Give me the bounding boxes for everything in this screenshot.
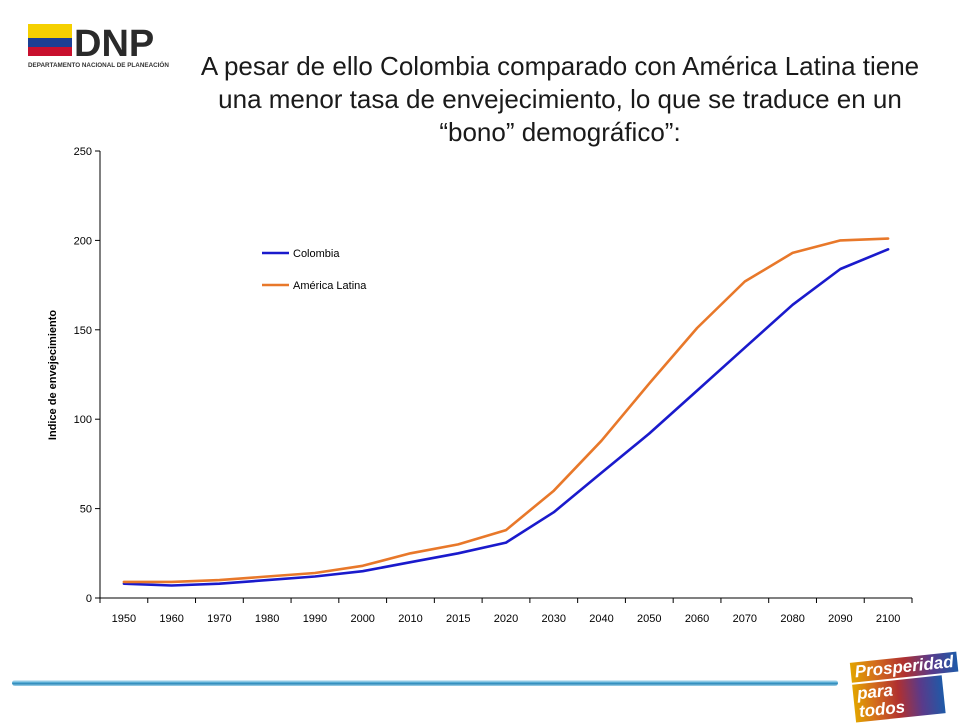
- data-point: [839, 239, 842, 242]
- y-tick-label: 250: [74, 146, 92, 158]
- footer-divider: [12, 680, 838, 686]
- data-point: [648, 382, 651, 385]
- data-point: [361, 564, 364, 567]
- data-point: [887, 248, 890, 251]
- data-point: [839, 268, 842, 270]
- x-tick-label: 2060: [685, 613, 709, 625]
- data-point: [696, 327, 698, 329]
- logo-text: DNP: [74, 23, 154, 65]
- data-point: [409, 552, 412, 555]
- x-tick-label: 2030: [542, 613, 566, 625]
- x-tick-label: 2020: [494, 613, 518, 625]
- data-point: [552, 489, 555, 492]
- data-point: [743, 346, 746, 349]
- x-tick-label: 2000: [350, 613, 374, 625]
- data-point: [218, 582, 221, 585]
- data-point: [314, 572, 316, 574]
- y-tick-label: 150: [74, 325, 92, 337]
- x-tick-label: 1980: [255, 613, 279, 625]
- y-tick-label: 100: [74, 414, 92, 426]
- x-tick-label: 2040: [589, 613, 613, 625]
- data-point: [409, 561, 412, 564]
- data-point: [218, 579, 221, 582]
- data-point: [457, 552, 460, 555]
- brand-line-2: para todos: [852, 675, 946, 723]
- logo-subtitle: DEPARTAMENTO NACIONAL DE PLANEACIÓN: [28, 60, 169, 69]
- x-tick-label: 2080: [780, 613, 804, 625]
- x-tick-label: 1970: [207, 613, 231, 625]
- x-tick-label: 2100: [876, 613, 900, 625]
- data-point: [600, 439, 603, 442]
- data-point: [648, 432, 651, 435]
- data-point: [505, 541, 507, 544]
- x-tick-label: 2090: [828, 613, 852, 625]
- data-point: [122, 582, 125, 585]
- data-point: [266, 575, 269, 578]
- x-tick-label: 2015: [446, 613, 470, 625]
- data-point: [361, 570, 364, 573]
- series-line-colombia: [122, 248, 890, 587]
- y-axis-label: Indice de envejecimiento: [47, 310, 59, 440]
- data-point: [791, 252, 794, 254]
- data-point: [170, 584, 173, 587]
- y-tick-label: 200: [74, 235, 92, 247]
- y-tick-label: 0: [86, 593, 92, 605]
- x-tick-label: 1950: [112, 613, 136, 625]
- data-point: [170, 581, 173, 583]
- data-point: [457, 543, 460, 546]
- data-point: [266, 579, 269, 582]
- x-tick-label: 2010: [398, 613, 422, 625]
- prosperidad-logo: Prosperidad para todos: [849, 651, 959, 723]
- flag-stripe-red: [28, 47, 72, 56]
- slide-title: A pesar de ello Colombia comparado con A…: [200, 51, 920, 147]
- chart-series: [122, 237, 890, 587]
- data-point: [743, 280, 746, 283]
- x-tick-label: 1990: [303, 613, 327, 625]
- legend-label: Colombia: [293, 248, 340, 260]
- legend-label: América Latina: [293, 280, 367, 292]
- data-point: [600, 471, 603, 474]
- dnp-logo: DNP DEPARTAMENTO NACIONAL DE PLANEACIÓN: [28, 23, 169, 69]
- chart-axes: 0 50 100 150 200 250 1950 1960 1970 1980 1990 2000 2…: [74, 146, 913, 625]
- data-point: [314, 575, 316, 578]
- data-point: [887, 237, 890, 240]
- x-tick-label: 1960: [159, 613, 183, 625]
- data-point: [505, 529, 507, 531]
- y-tick-label: 50: [80, 504, 92, 516]
- data-point: [791, 303, 794, 306]
- x-tick-label: 2050: [637, 613, 661, 625]
- data-point: [696, 389, 698, 392]
- x-tick-label: 2070: [733, 613, 757, 625]
- chart-legend: Colombia América Latina: [262, 248, 367, 292]
- data-point: [122, 581, 125, 583]
- flag-stripe-yellow: [28, 24, 72, 38]
- flag-stripe-blue: [28, 38, 72, 47]
- data-point: [552, 511, 555, 514]
